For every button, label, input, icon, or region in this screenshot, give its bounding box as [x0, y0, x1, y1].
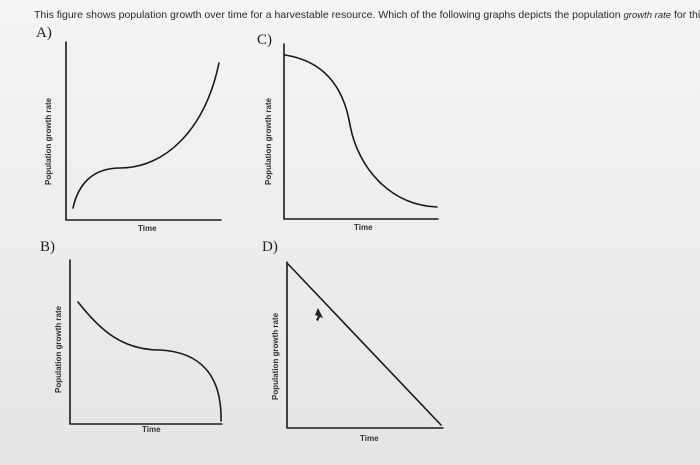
question-text-end: for this populati [673, 9, 700, 21]
mouse-pointer-icon [315, 308, 323, 321]
question-emphasis: growth rate [623, 10, 672, 21]
option-d-axes [286, 261, 444, 429]
option-c-axes [283, 43, 439, 220]
option-b-axes [69, 259, 223, 425]
option-c-curve [284, 54, 438, 208]
option-d-xlabel: Time [360, 434, 379, 443]
option-d-line [287, 263, 442, 426]
option-c-letter: C) [257, 32, 272, 48]
question-text-start: This figure shows population growth over… [34, 9, 624, 21]
option-b-xlabel: Time [142, 425, 161, 434]
option-d-letter: D) [262, 239, 278, 255]
option-b-letter: B) [40, 239, 55, 255]
option-c-xlabel: Time [354, 223, 373, 232]
option-a-letter: A) [36, 25, 52, 41]
option-a-curve [72, 62, 220, 209]
option-a-axes [65, 41, 222, 221]
question-text: This figure shows population growth over… [34, 9, 700, 21]
option-b-curve [77, 301, 222, 422]
option-a-xlabel: Time [138, 224, 157, 233]
